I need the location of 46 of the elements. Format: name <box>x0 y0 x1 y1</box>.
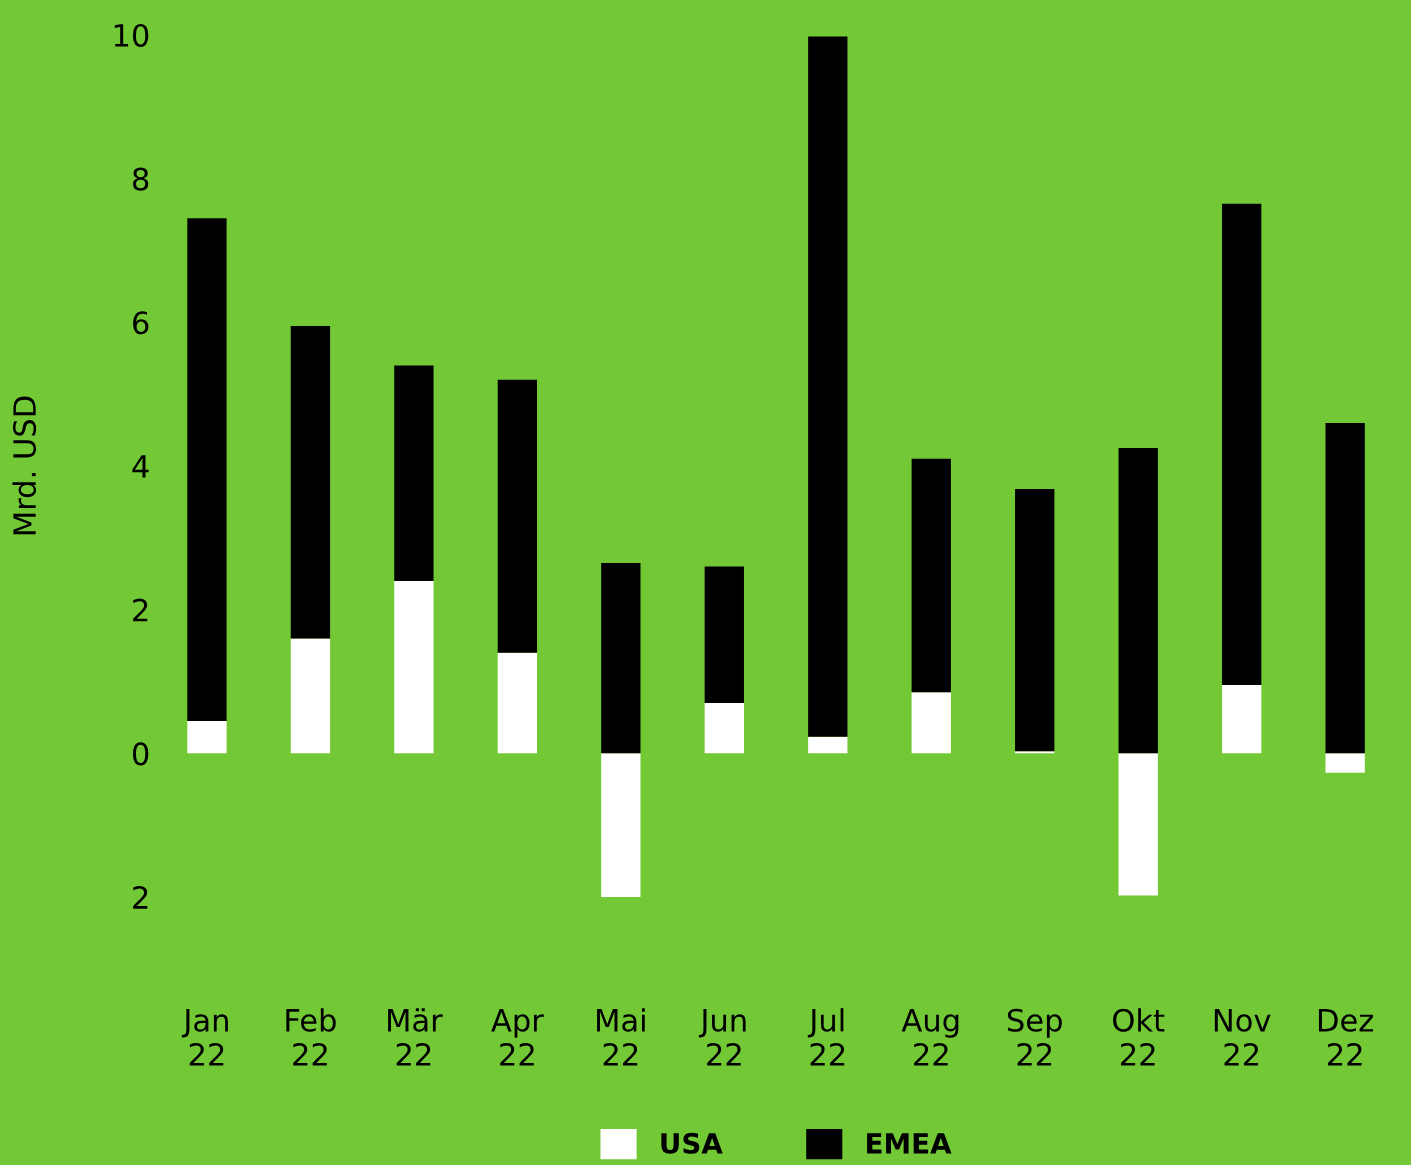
bar <box>1325 753 1365 773</box>
x-tick-label: Aug 22 <box>901 1009 959 1066</box>
bar <box>808 736 848 754</box>
x-tick-label: Mai 22 <box>597 1008 645 1066</box>
bar <box>187 218 227 722</box>
bar <box>911 692 951 754</box>
y-axis-title: Mrd. USD <box>12 396 37 535</box>
x-tick-label: Feb 22 <box>286 1008 336 1066</box>
x-tick-label: Okt 22 <box>1113 1008 1165 1066</box>
y-tick-label: 2 <box>133 598 148 622</box>
bar <box>1222 685 1262 754</box>
bar <box>497 652 538 754</box>
bar <box>1325 422 1365 754</box>
y-tick-label: 6 <box>133 311 149 335</box>
bar <box>911 458 951 693</box>
bar <box>1222 203 1262 686</box>
x-tick-label: Dez 22 <box>1318 1009 1374 1066</box>
x-tick-label: Sep 22 <box>1007 1008 1062 1066</box>
bar <box>1118 753 1158 896</box>
bar <box>808 36 848 737</box>
bar <box>1118 448 1158 754</box>
bar <box>394 365 434 581</box>
y-tick-label: 0 <box>132 742 149 766</box>
legend-label: EMEA <box>867 1133 952 1154</box>
bar <box>394 580 434 754</box>
bar <box>1015 488 1055 752</box>
x-tick-label: Mär 22 <box>388 1008 443 1066</box>
bar <box>601 753 641 898</box>
bar <box>704 566 744 704</box>
x-tick-label: Jul 22 <box>807 1008 845 1066</box>
bar <box>497 379 538 653</box>
x-tick-label: Apr 22 <box>491 1009 544 1066</box>
x-tick-label: Jan 22 <box>181 1009 228 1066</box>
y-tick-label: 8 <box>132 167 149 191</box>
x-tick-label: Nov 22 <box>1214 1009 1271 1066</box>
bar <box>290 325 331 639</box>
legend-label: USA <box>661 1132 723 1154</box>
y-tick-label: 2 <box>133 885 148 909</box>
bar <box>1015 751 1055 754</box>
bar <box>290 638 331 754</box>
y-tick-label: 10 <box>114 23 149 47</box>
x-tick-label: Jun 22 <box>698 1009 746 1066</box>
bar <box>704 703 744 754</box>
bar <box>187 721 227 754</box>
bar <box>601 562 641 754</box>
y-tick-label: 4 <box>132 455 149 478</box>
